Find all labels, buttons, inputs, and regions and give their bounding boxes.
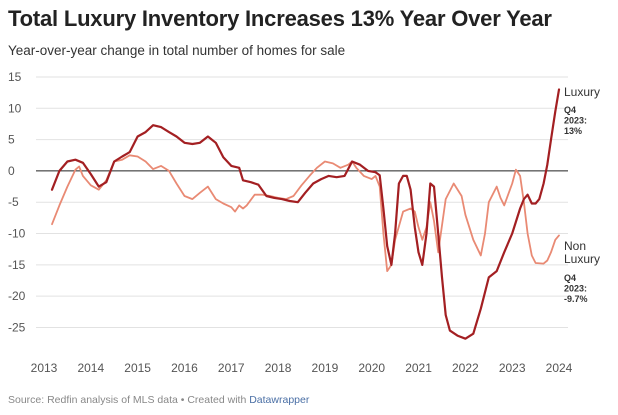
series-lines bbox=[50, 88, 561, 340]
x-tick-label: 2017 bbox=[218, 361, 245, 375]
y-tick-label: 0 bbox=[8, 164, 15, 178]
y-tick-label: 15 bbox=[8, 70, 22, 84]
luxury-q4-annotation: Q4 bbox=[564, 105, 576, 115]
y-tick-label: -10 bbox=[8, 227, 26, 241]
x-tick-label: 2015 bbox=[124, 361, 151, 375]
y-axis-ticks: 15 10 5 0 -5 -10 -15 -20 -25 bbox=[8, 70, 26, 334]
y-tick-label: -15 bbox=[8, 258, 26, 272]
x-axis-ticks: 2013 2014 2015 2016 2017 2018 2019 2020 2021 2022… bbox=[31, 361, 573, 375]
y-tick-label: -20 bbox=[8, 289, 26, 303]
chart-footer: Source: Redfin analysis of MLS data • Cr… bbox=[8, 394, 309, 406]
x-tick-label: 2021 bbox=[405, 361, 432, 375]
non-luxury-q4-annotation: Q4 bbox=[564, 273, 576, 283]
x-tick-label: 2020 bbox=[358, 361, 385, 375]
x-tick-label: 2016 bbox=[171, 361, 198, 375]
luxury-q4-annotation: 2023: bbox=[564, 116, 587, 126]
y-tick-label: -25 bbox=[8, 320, 26, 334]
luxury-series-line bbox=[50, 88, 561, 340]
datawrapper-link[interactable]: Datawrapper bbox=[249, 394, 310, 406]
x-tick-label: 2024 bbox=[546, 361, 573, 375]
x-tick-label: 2023 bbox=[499, 361, 526, 375]
gridlines bbox=[36, 76, 568, 328]
non-luxury-series-label: Non bbox=[564, 239, 586, 253]
chart-subtitle: Year-over-year change in total number of… bbox=[8, 43, 346, 58]
x-tick-label: 2019 bbox=[312, 361, 339, 375]
chart-title: Total Luxury Inventory Increases 13% Yea… bbox=[8, 6, 552, 31]
luxury-series-label: Luxury bbox=[564, 85, 600, 99]
luxury-q4-annotation: 13% bbox=[564, 126, 582, 136]
source-note: Source: Redfin analysis of MLS data • Cr… bbox=[8, 394, 250, 406]
x-tick-label: 2022 bbox=[452, 361, 479, 375]
non-luxury-q4-annotation: 2023: bbox=[564, 284, 587, 294]
x-tick-label: 2018 bbox=[265, 361, 292, 375]
y-tick-label: 10 bbox=[8, 101, 22, 115]
x-tick-label: 2014 bbox=[77, 361, 104, 375]
x-tick-label: 2013 bbox=[31, 361, 58, 375]
y-tick-label: 5 bbox=[8, 133, 15, 147]
non-luxury-q4-annotation: -9.7% bbox=[564, 294, 588, 304]
non-luxury-series-line bbox=[51, 154, 560, 272]
y-tick-label: -5 bbox=[8, 195, 19, 209]
non-luxury-series-label: Luxury bbox=[564, 252, 600, 266]
